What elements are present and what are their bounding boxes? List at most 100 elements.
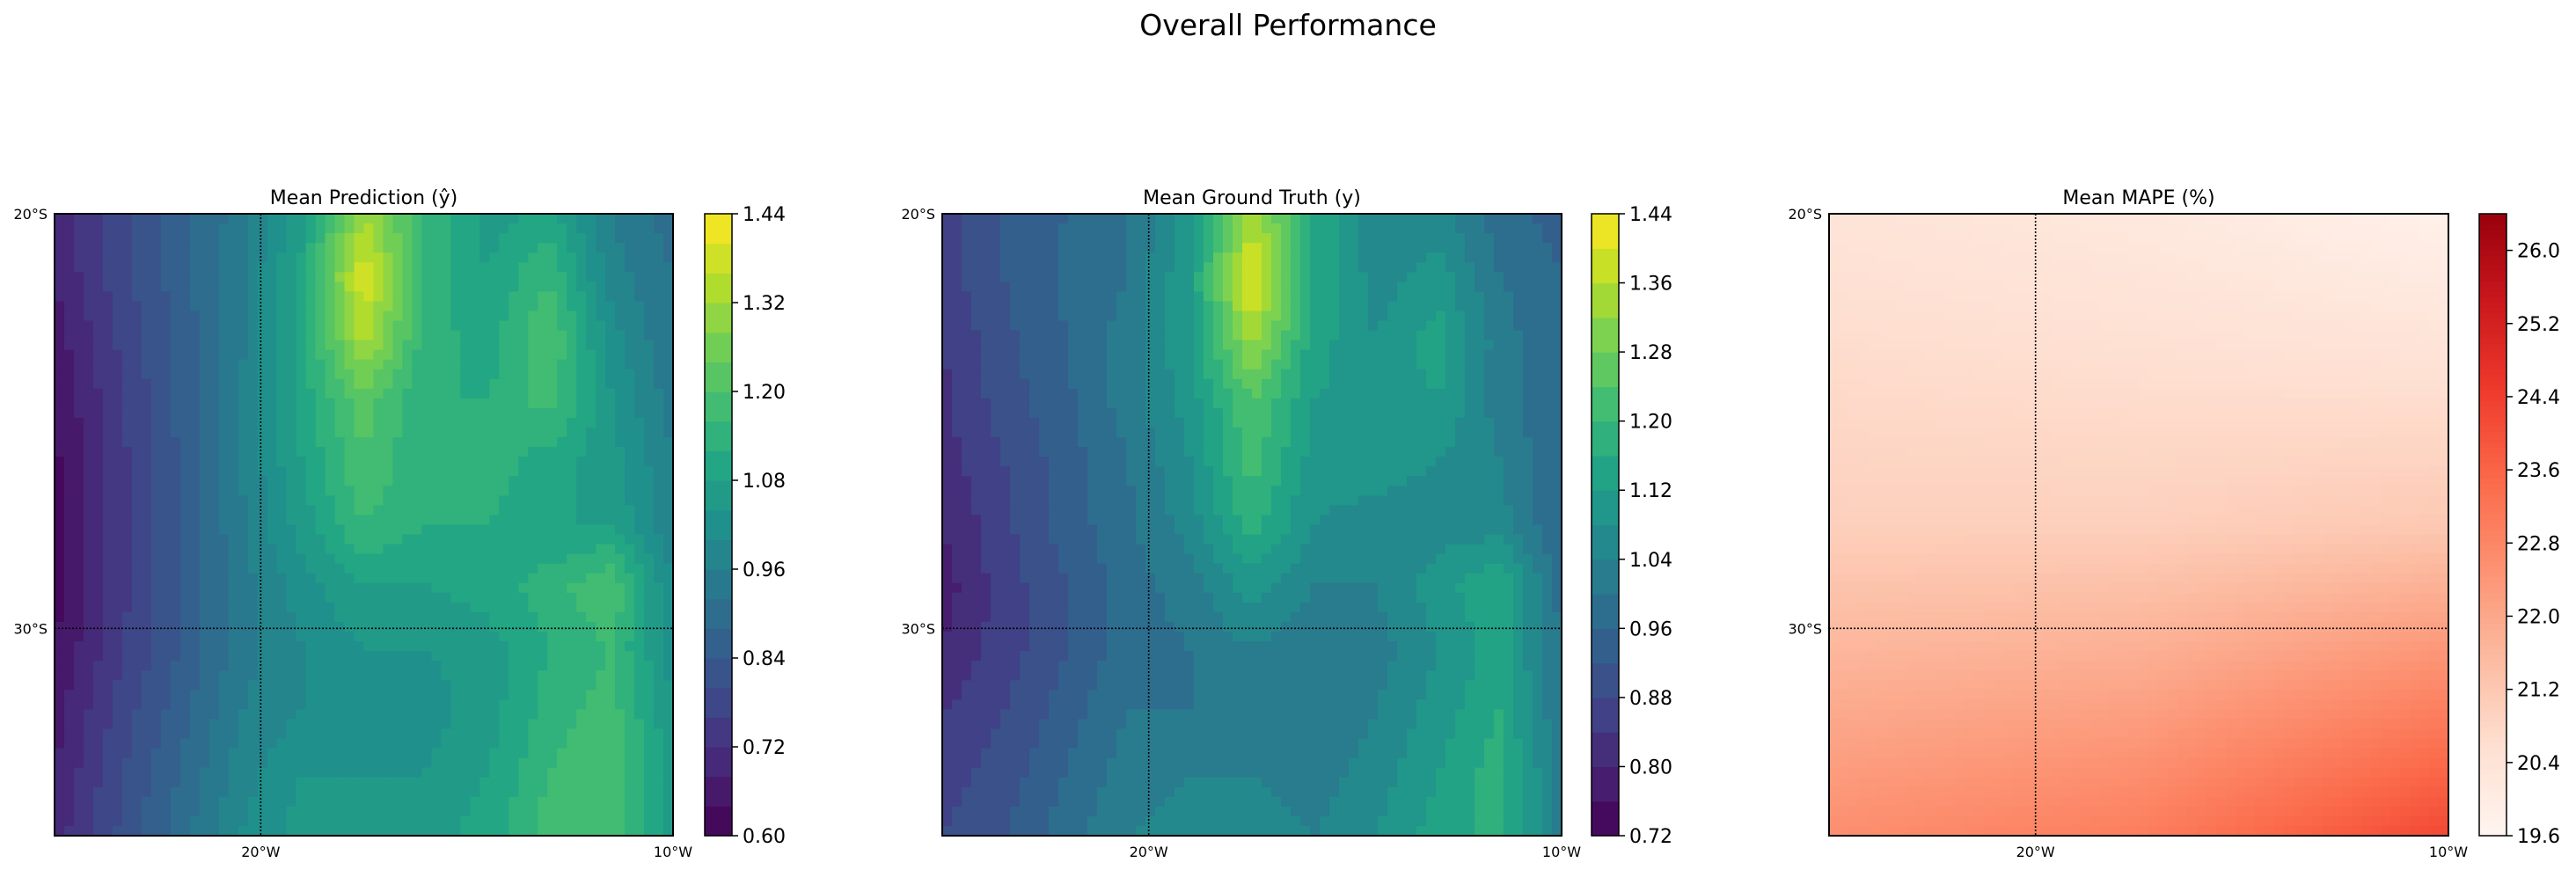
field-cell: [131, 388, 143, 399]
field-cell: [238, 786, 249, 798]
field-cell: [392, 417, 404, 428]
field-cell: [557, 417, 567, 428]
field-cell: [63, 651, 75, 662]
field-cell: [392, 699, 404, 710]
field-cell: [286, 621, 297, 632]
field-cell: [1223, 243, 1233, 253]
field-cell: [83, 281, 94, 292]
field-cell: [112, 786, 123, 798]
colorbar-band: [705, 332, 732, 362]
field-cell: [412, 728, 422, 740]
field-cell: [663, 602, 674, 613]
field-cell: [1310, 262, 1321, 273]
field-cell: [160, 466, 172, 477]
field-cell: [644, 388, 655, 399]
field-cell: [479, 796, 490, 808]
field-cell: [1523, 320, 1533, 332]
field-cell: [238, 534, 249, 545]
field-cell: [499, 602, 509, 613]
field-cell: [625, 602, 635, 613]
field-cell: [489, 505, 500, 516]
field-cell: [92, 592, 104, 603]
field-cell: [596, 301, 606, 312]
field-cell: [450, 709, 461, 720]
field-cell: [1039, 291, 1050, 303]
field-cell: [1136, 320, 1146, 332]
field-cell: [1058, 311, 1069, 322]
field-cell: [296, 738, 307, 749]
field-cell: [1465, 214, 1475, 224]
field-cell: [102, 486, 113, 496]
field-cell: [576, 320, 587, 332]
field-cell: [441, 486, 451, 496]
field-cell: [460, 524, 471, 536]
field-cell: [538, 544, 548, 555]
field-cell: [63, 563, 75, 574]
field-cell: [538, 709, 548, 720]
field-cell: [538, 243, 548, 253]
field-cell: [286, 699, 297, 710]
field-cell: [1097, 340, 1108, 351]
field-cell: [334, 447, 346, 457]
field-cell: [373, 621, 384, 632]
field-cell: [441, 349, 451, 361]
field-cell: [63, 621, 75, 632]
field-cell: [325, 476, 336, 486]
field-cell: [1000, 223, 1011, 234]
field-cell: [499, 563, 509, 574]
field-cell: [354, 690, 365, 700]
field-cell: [141, 486, 152, 496]
field-cell: [518, 428, 529, 438]
field-cell: [218, 582, 230, 594]
field-cell: [160, 311, 172, 322]
field-cell: [150, 417, 162, 428]
field-cell: [567, 786, 577, 798]
field-cell: [170, 398, 181, 409]
field-cell: [576, 407, 587, 419]
field-cell: [392, 243, 404, 253]
field-cell: [150, 553, 162, 565]
field-cell: [567, 661, 577, 671]
field-cell: [363, 767, 375, 779]
field-cell: [189, 777, 201, 788]
field-cell: [344, 777, 355, 788]
field-cell: [218, 524, 230, 536]
field-cell: [479, 582, 490, 594]
field-cell: [121, 748, 133, 759]
field-cell: [528, 573, 538, 584]
field-cell: [1107, 340, 1117, 351]
field-cell: [354, 369, 365, 380]
field-cell: [55, 544, 65, 555]
field-cell: [1455, 252, 1466, 263]
field-cell: [363, 825, 375, 837]
field-cell: [1184, 311, 1195, 322]
field-cell: [392, 796, 404, 808]
field-cell: [402, 563, 413, 574]
field-cell: [121, 466, 133, 477]
field-cell: [392, 670, 404, 681]
field-cell: [431, 447, 442, 457]
field-cell: [1116, 291, 1127, 303]
field-cell: [450, 457, 461, 467]
field-cells: [942, 214, 1562, 837]
field-cell: [170, 573, 181, 584]
field-cell: [267, 690, 278, 700]
field-cell: [586, 437, 596, 448]
field-cell: [63, 632, 75, 642]
field-cell: [73, 233, 84, 244]
field-cell: [1281, 243, 1292, 253]
field-cell: [1378, 291, 1388, 303]
field-cell: [460, 311, 471, 322]
field-cell: [1358, 311, 1369, 322]
field-cell: [402, 651, 413, 662]
field-cell: [218, 369, 230, 380]
field-cell: [121, 602, 133, 613]
field-cell: [257, 680, 268, 691]
field-cell: [1349, 243, 1359, 253]
field-cell: [952, 330, 962, 341]
field-cell: [431, 437, 442, 448]
field-cell: [102, 311, 113, 322]
field-cell: [63, 690, 75, 700]
field-cell: [1339, 243, 1350, 253]
field-cell: [1349, 272, 1359, 282]
